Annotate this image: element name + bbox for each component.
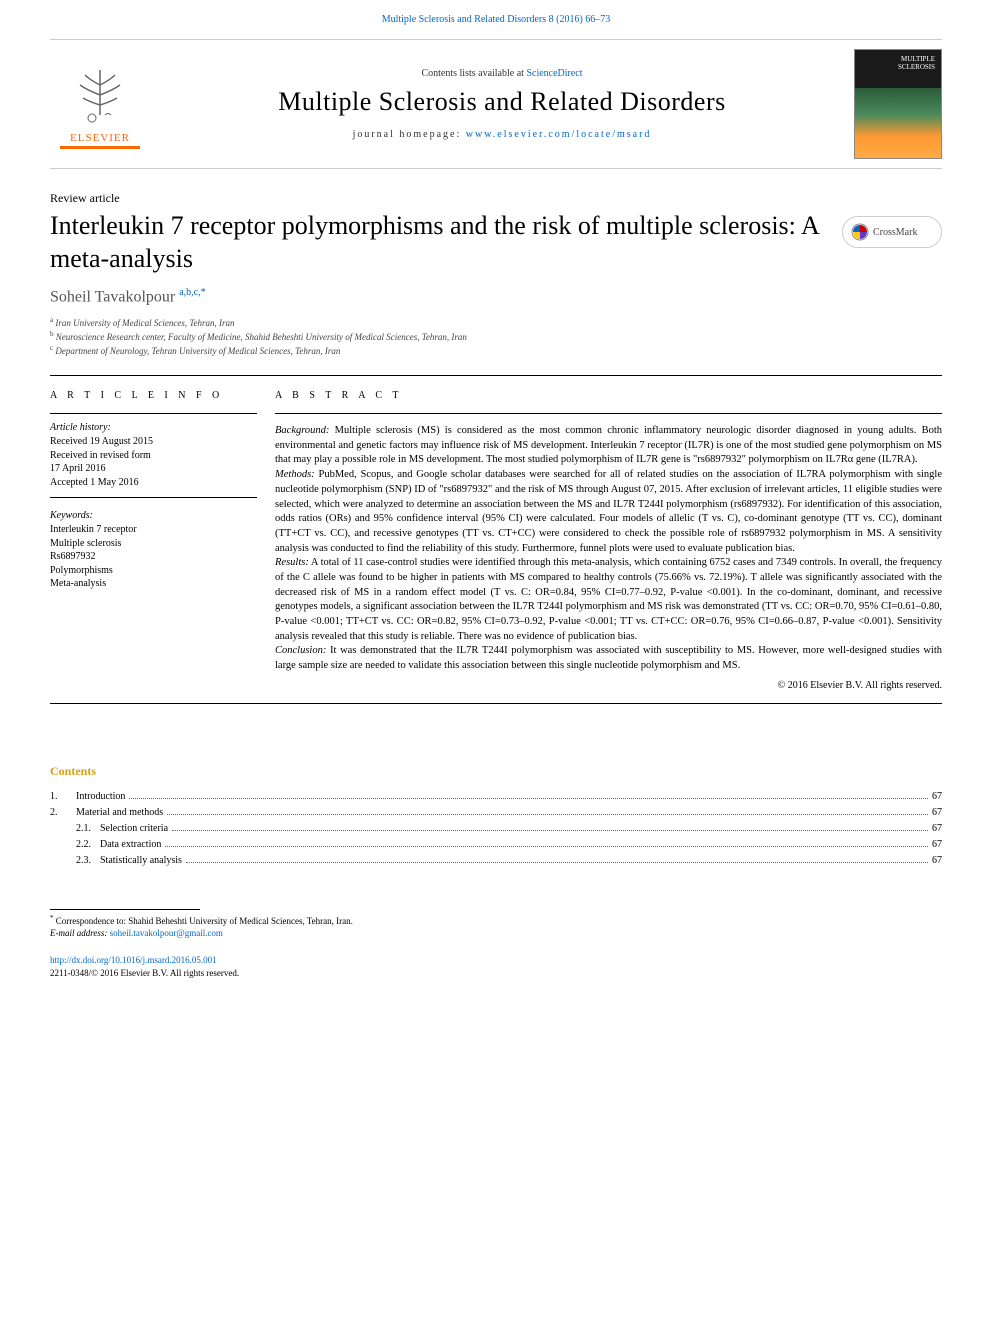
keyword-0: Interleukin 7 receptor [50,523,257,537]
journal-header: ELSEVIER Contents lists available at Sci… [50,39,942,169]
abstract-column: A B S T R A C T Background: Multiple scl… [275,376,942,691]
toc-page: 67 [932,837,942,853]
history-revised-date: 17 April 2016 [50,462,257,476]
toc-label: Introduction [76,789,125,805]
keyword-2: Rs6897932 [50,550,257,564]
toc-dots [186,862,928,863]
conclusion-text: It was demonstrated that the IL7R T244I … [275,645,942,671]
abstract-label: A B S T R A C T [275,390,942,401]
divider-bottom [50,703,942,704]
methods-label: Methods: [275,469,315,480]
toc-row[interactable]: 2.2. Data extraction 67 [50,837,942,853]
toc-num: 2.2. [50,837,100,853]
contents-heading: Contents [50,764,942,779]
toc-page: 67 [932,805,942,821]
keyword-1: Multiple sclerosis [50,537,257,551]
author-name: Soheil Tavakolpour [50,288,179,305]
crossmark-icon [851,223,869,241]
results-label: Results: [275,557,309,568]
affiliations: a Iran University of Medical Sciences, T… [50,316,942,357]
toc-row[interactable]: 2.3. Statistically analysis 67 [50,853,942,869]
background-label: Background: [275,425,329,436]
toc-dots [172,830,928,831]
email-link[interactable]: soheil.tavakolpour@gmail.com [110,928,223,938]
doi-link[interactable]: http://dx.doi.org/10.1016/j.msard.2016.0… [50,955,217,965]
elsevier-underline [60,146,140,149]
article-info-column: A R T I C L E I N F O Article history: R… [50,376,275,691]
keyword-3: Polymorphisms [50,564,257,578]
crossmark-badge[interactable]: CrossMark [842,216,942,248]
elsevier-logo[interactable]: ELSEVIER [50,60,150,149]
toc-label: Statistically analysis [100,853,182,869]
toc-page: 67 [932,853,942,869]
history-revised: Received in revised form [50,449,257,463]
article-title: Interleukin 7 receptor polymorphisms and… [50,210,842,275]
sciencedirect-link[interactable]: ScienceDirect [526,68,582,79]
affiliation-c: c Department of Neurology, Tehran Univer… [50,344,942,358]
toc-label: Data extraction [100,837,161,853]
conclusion-label: Conclusion: [275,645,326,656]
results-text: A total of 11 case-control studies were … [275,557,942,641]
history-received: Received 19 August 2015 [50,435,257,449]
toc-page: 67 [932,789,942,805]
toc-label: Material and methods [76,805,163,821]
history-accepted: Accepted 1 May 2016 [50,476,257,490]
authors: Soheil Tavakolpour a,b,c,* [50,287,942,306]
cover-line2: SCLEROSIS [898,64,935,72]
toc-num: 2. [50,805,76,821]
abstract-text: Background: Multiple sclerosis (MS) is c… [275,424,942,674]
corr-text: Correspondence to: Shahid Beheshti Unive… [56,916,353,926]
toc-num: 1. [50,789,76,805]
journal-name: Multiple Sclerosis and Related Disorders [150,87,854,117]
cover-text: MULTIPLE SCLEROSIS [898,56,935,71]
article-info-label: A R T I C L E I N F O [50,390,257,401]
toc-page: 67 [932,821,942,837]
toc-dots [165,846,928,847]
keywords-label: Keywords: [50,510,257,521]
journal-citation[interactable]: Multiple Sclerosis and Related Disorders… [0,0,992,31]
author-sup[interactable]: a,b,c,* [179,287,205,298]
methods-text: PubMed, Scopus, and Google scholar datab… [275,469,942,553]
toc-label: Selection criteria [100,821,168,837]
issn-copyright: 2211-0348/© 2016 Elsevier B.V. All right… [50,968,239,978]
affiliation-a: a Iran University of Medical Sciences, T… [50,316,942,330]
toc-num: 2.3. [50,853,100,869]
doi-block: http://dx.doi.org/10.1016/j.msard.2016.0… [50,954,942,979]
email-label: E-mail address: [50,928,110,938]
keyword-4: Meta-analysis [50,577,257,591]
footnote-rule [50,909,200,910]
elsevier-tree-icon [65,60,135,130]
contents-prefix: Contents lists available at [421,68,526,79]
abstract-copyright: © 2016 Elsevier B.V. All rights reserved… [275,680,942,691]
homepage-link[interactable]: www.elsevier.com/locate/msard [466,129,652,140]
toc-dots [167,814,928,815]
toc-row[interactable]: 2. Material and methods 67 [50,805,942,821]
crossmark-text: CrossMark [873,227,917,238]
background-text: Multiple sclerosis (MS) is considered as… [275,425,942,465]
article-type: Review article [50,191,942,206]
homepage-prefix: journal homepage: [353,129,466,140]
history-label: Article history: [50,422,257,433]
journal-cover[interactable]: MULTIPLE SCLEROSIS [854,49,942,159]
contents-available-line: Contents lists available at ScienceDirec… [150,68,854,79]
homepage-line: journal homepage: www.elsevier.com/locat… [150,129,854,140]
elsevier-text: ELSEVIER [70,132,130,144]
header-center: Contents lists available at ScienceDirec… [150,68,854,140]
toc-dots [129,798,928,799]
toc-num: 2.1. [50,821,100,837]
table-of-contents: 1. Introduction 67 2. Material and metho… [50,789,942,869]
toc-row[interactable]: 2.1. Selection criteria 67 [50,821,942,837]
correspondence-footnote: * Correspondence to: Shahid Beheshti Uni… [50,914,942,940]
toc-row[interactable]: 1. Introduction 67 [50,789,942,805]
affiliation-b: b Neuroscience Research center, Faculty … [50,330,942,344]
